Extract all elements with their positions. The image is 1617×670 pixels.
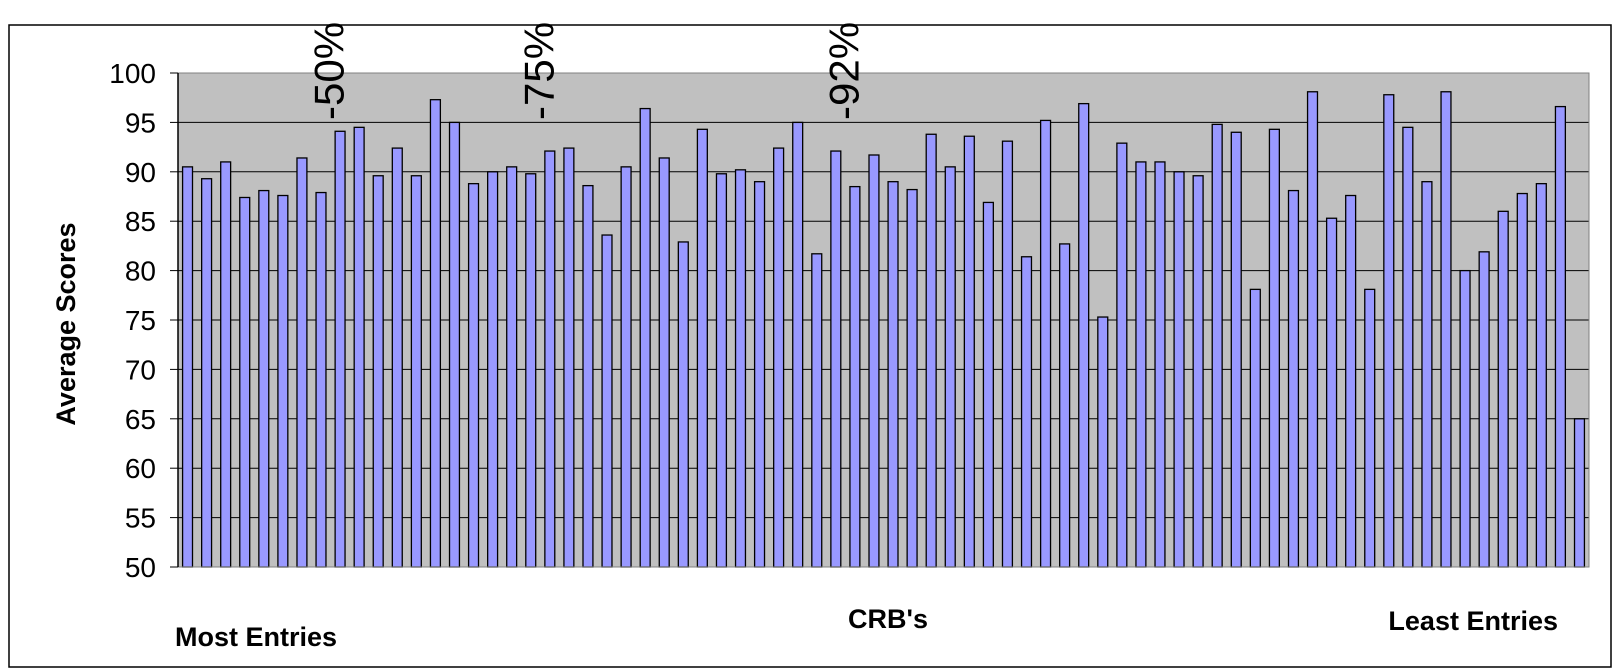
bar: [582, 184, 594, 568]
y-tick-label: 60: [125, 453, 156, 484]
bar: [1516, 192, 1528, 568]
bar: [830, 150, 842, 568]
bar: [296, 157, 308, 568]
y-tick-label: 90: [125, 157, 156, 188]
bar: [239, 196, 251, 568]
bar: [487, 171, 499, 568]
bar: [1535, 183, 1547, 568]
bar: [1154, 161, 1166, 568]
bar: [372, 175, 384, 568]
bars: [177, 72, 1590, 568]
bar: [525, 173, 537, 568]
y-tick-label: 100: [109, 58, 156, 89]
bar: [1345, 194, 1357, 568]
y-tick-label: 55: [125, 503, 156, 534]
bar: [1364, 288, 1376, 568]
bar: [220, 161, 232, 568]
bar: [1440, 91, 1452, 568]
annotation-most-entries: Most Entries: [175, 622, 337, 652]
bar: [734, 169, 747, 568]
bar: [467, 183, 480, 568]
bar: [1020, 256, 1033, 568]
bar: [811, 253, 823, 568]
bar: [715, 173, 728, 568]
bar: [1268, 128, 1281, 568]
bar: [1459, 269, 1471, 568]
percent-marker-label: -75%: [515, 22, 562, 120]
bar: [887, 181, 899, 568]
bar: [1421, 181, 1433, 568]
bar: [849, 185, 861, 568]
y-axis-ticks: 50 55 60 65 70 75 80 85 90 95 100: [109, 58, 179, 583]
bar: [1059, 243, 1071, 568]
y-tick-label: 65: [125, 404, 156, 435]
bar: [1478, 251, 1490, 568]
bar: [506, 166, 518, 568]
bar: [315, 191, 327, 568]
bar: [677, 241, 689, 568]
bar: [1135, 161, 1147, 568]
bar: [334, 130, 346, 568]
bar: [1554, 105, 1567, 568]
y-tick-label: 85: [125, 206, 156, 237]
bar: [1402, 126, 1414, 568]
bar: [773, 147, 785, 568]
percent-marker-label: -92%: [820, 22, 867, 120]
bar: [658, 157, 670, 568]
bar: [1211, 123, 1223, 568]
bar: [601, 234, 613, 568]
bar: [1192, 175, 1204, 568]
bar: [982, 201, 994, 568]
bar: [1497, 210, 1509, 568]
bar: [429, 99, 442, 568]
bar: [1001, 140, 1014, 568]
bar: [1383, 94, 1395, 568]
bar: [410, 175, 422, 568]
bar: [868, 154, 880, 568]
y-axis-title: Average Scores: [51, 222, 81, 425]
bar: [1306, 91, 1319, 568]
y-tick-label: 80: [125, 256, 156, 287]
bar: [277, 194, 289, 568]
annotation-least-entries: Least Entries: [1388, 606, 1558, 636]
x-axis-title: CRB's: [848, 604, 928, 634]
bar: [1173, 171, 1185, 568]
bar: [792, 121, 804, 568]
bar: [1039, 119, 1052, 568]
bar: [544, 150, 556, 568]
bar: [944, 166, 956, 568]
bar: [753, 181, 766, 568]
percent-marker-label: -50%: [306, 22, 353, 120]
bar: [391, 147, 403, 568]
y-tick-label: 75: [125, 305, 156, 336]
bar: [1325, 217, 1338, 568]
bar: [963, 135, 975, 568]
y-tick-label: 50: [125, 552, 156, 583]
bar: [181, 166, 194, 568]
percent-markers: -50% -75% -92%: [306, 22, 868, 120]
bar: [200, 178, 213, 568]
y-tick-label: 70: [125, 354, 156, 385]
bar: [353, 126, 365, 568]
bar: [563, 147, 575, 568]
bar: [906, 188, 918, 568]
bar: [258, 189, 270, 568]
bar: [696, 128, 708, 568]
bar: [1249, 288, 1261, 568]
bar: [448, 121, 461, 568]
bar: [925, 133, 937, 568]
y-tick-label: 95: [125, 107, 156, 138]
bar: [620, 166, 632, 568]
bar: [1078, 102, 1090, 568]
bar: [1573, 418, 1586, 568]
bar: [1116, 142, 1128, 568]
bar: [639, 107, 651, 568]
bar: [1230, 131, 1242, 568]
bar: [1287, 189, 1300, 568]
bar: [1097, 316, 1109, 568]
